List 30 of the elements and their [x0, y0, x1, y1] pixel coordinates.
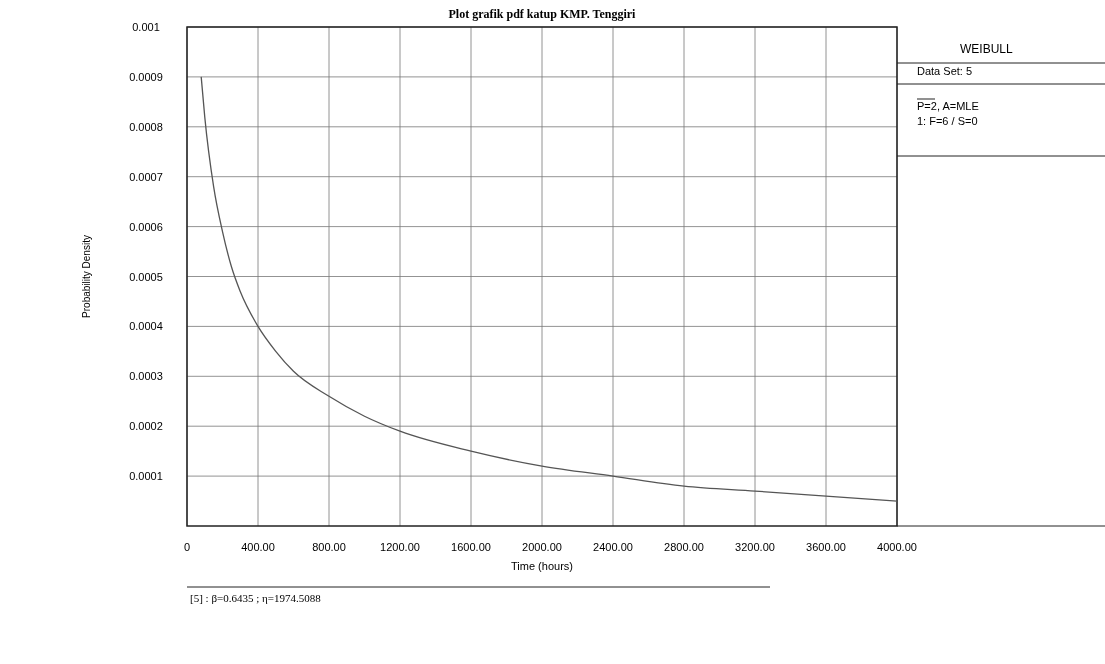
x-tick-label: 2400.00	[593, 541, 633, 553]
x-tick-label: 4000.00	[877, 541, 917, 553]
y-axis-title: Probability Density	[81, 235, 92, 318]
y-tick-label: 0.0005	[129, 270, 163, 283]
text: WEIBULL	[960, 42, 1014, 56]
x-tick-label: 1600.00	[451, 541, 491, 553]
chart-title: Plot grafik pdf katup KMP. Tenggiri	[448, 7, 637, 21]
y-tick-label: 0.0006	[129, 220, 163, 233]
y-tick-label: 0.0009	[129, 70, 163, 83]
y-tick-label: 0.0004	[129, 320, 163, 333]
x-tick-label: 3200.00	[735, 541, 775, 553]
x-tick-label: 2000.00	[522, 541, 562, 553]
y-tick-label: 0.0008	[129, 120, 163, 133]
text: 1: F=6 / S=0	[917, 115, 978, 127]
y-tick-label: 0.0003	[129, 370, 163, 383]
y-tick-label: 0.0007	[129, 170, 163, 183]
line-series	[200, 76, 898, 502]
x-tick-label: 2800.00	[664, 541, 704, 553]
y-tick-label: 0.0002	[129, 420, 163, 433]
text: [5] : β=0.6435 ; η=1974.5088	[190, 592, 322, 604]
x-axis-title: Time (hours)	[511, 560, 573, 572]
x-tick-label: 800.00	[312, 541, 346, 553]
x-tick-label: 1200.00	[380, 541, 420, 553]
y-tick-label: 0.0001	[129, 470, 163, 483]
x-tick-label: 400.00	[241, 541, 275, 553]
text: Data Set: 5	[917, 65, 973, 77]
text: P=2, A=MLE	[917, 100, 979, 112]
x-tick-label: 3600.00	[806, 541, 846, 553]
x-tick-label: 0	[183, 541, 191, 553]
y-tick-label: 0.001	[132, 21, 160, 33]
